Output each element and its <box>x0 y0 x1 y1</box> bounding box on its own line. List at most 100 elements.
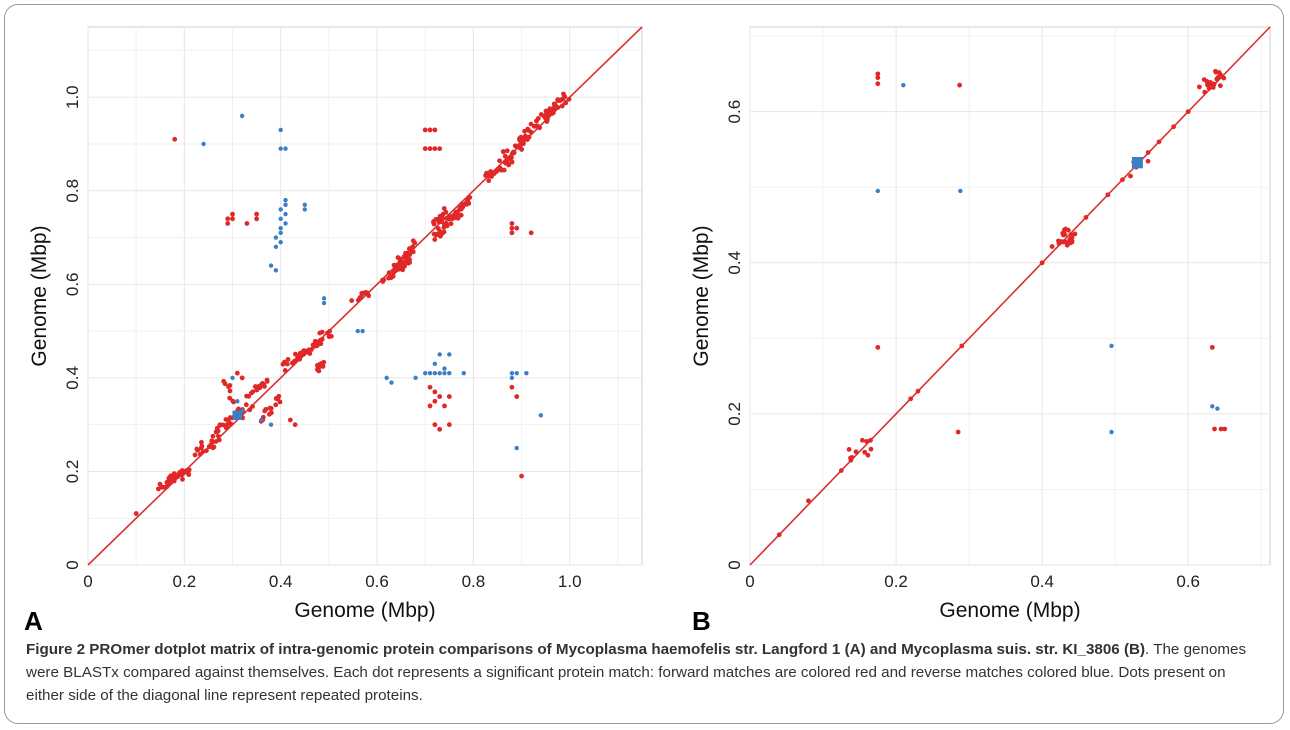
reverse-match-dot <box>283 197 288 203</box>
forward-match-dot <box>164 484 170 490</box>
forward-match-dot <box>284 361 290 367</box>
forward-match-dot <box>1206 85 1212 91</box>
forward-match-dot <box>448 221 454 227</box>
forward-match-dot <box>285 357 291 362</box>
forward-match-dot <box>776 532 782 538</box>
caption-text: . The genomes were BLASTx compared again… <box>26 641 1247 704</box>
forward-match-dot <box>228 421 234 427</box>
reverse-match-dot <box>901 82 906 88</box>
forward-match-dot <box>422 146 428 152</box>
forward-match-dot <box>1185 109 1191 115</box>
forward-match-dot <box>1196 84 1202 90</box>
forward-match-dot <box>511 150 517 156</box>
forward-match-dot <box>561 91 566 97</box>
forward-match-dot <box>217 423 223 429</box>
forward-match-dot <box>1083 215 1089 220</box>
forward-match-dot <box>427 384 433 390</box>
forward-match-dot <box>287 417 293 423</box>
forward-match-dot <box>908 396 914 402</box>
forward-match-dot <box>435 226 441 231</box>
reverse-match-block <box>232 410 243 420</box>
reverse-match-dot <box>461 370 466 376</box>
forward-match-dot <box>1060 239 1066 245</box>
forward-match-dot <box>186 467 192 473</box>
forward-match-dot <box>358 295 364 300</box>
forward-match-dot <box>297 356 303 362</box>
forward-match-dot <box>509 221 515 226</box>
dotplot-panel-b: 00 0.2 0.2 0.4 0.4 0.6 0.6 Genome (Mbp) Genome (… <box>690 26 1271 622</box>
forward-match-dot <box>225 216 231 222</box>
forward-match-dot <box>875 71 881 77</box>
forward-match-dot <box>1217 83 1223 89</box>
forward-match-dot <box>394 262 400 268</box>
forward-match-dot <box>1209 344 1215 350</box>
forward-match-dot <box>273 402 279 408</box>
forward-match-dot <box>497 158 502 164</box>
dotplot-panel-a: 00 0.2 0.2 0.4 0.4 0.6 0.6 0.8 0.8 1.0 1.0 Genome (… <box>28 26 643 622</box>
forward-match-dot <box>412 240 418 246</box>
forward-match-dot <box>535 123 541 129</box>
reverse-match-dot <box>302 202 307 207</box>
forward-match-dot <box>266 411 272 417</box>
forward-match-dot <box>864 439 869 444</box>
reverse-match-dot <box>413 375 418 381</box>
forward-match-dot <box>427 127 433 133</box>
x-tick-label: 0.6 <box>1176 572 1200 591</box>
forward-match-dot <box>264 377 270 383</box>
forward-match-dot <box>1069 235 1075 241</box>
forward-match-dot <box>552 102 558 108</box>
forward-match-dot <box>862 449 868 455</box>
forward-match-dot <box>1060 230 1066 236</box>
y-tick-label: 0 <box>725 560 744 569</box>
forward-match-dot <box>319 336 325 342</box>
forward-match-dot <box>486 178 492 184</box>
forward-match-dot <box>380 279 386 284</box>
x-tick-label: 0 <box>745 572 754 591</box>
forward-match-dot <box>432 237 438 242</box>
reverse-match-dot <box>283 221 288 226</box>
forward-match-dot <box>208 442 214 448</box>
forward-match-dot <box>309 347 314 352</box>
forward-match-dot <box>541 113 547 119</box>
forward-match-dot <box>247 407 253 413</box>
forward-match-dot <box>915 388 921 394</box>
reverse-match-dot <box>278 230 283 236</box>
forward-match-dot <box>528 121 534 127</box>
reverse-match-dot <box>273 235 279 240</box>
reverse-match-dot <box>273 244 279 250</box>
forward-match-dot <box>327 328 333 334</box>
forward-match-dot <box>1214 76 1220 82</box>
reverse-match-dot <box>514 445 519 451</box>
reverse-match-dot <box>524 370 529 376</box>
reverse-match-dot <box>360 328 365 334</box>
forward-match-dot <box>437 146 443 152</box>
reverse-match-dot <box>239 113 245 119</box>
forward-match-dot <box>397 256 403 262</box>
forward-match-dot <box>559 103 565 109</box>
forward-match-dot <box>519 147 525 152</box>
forward-match-dot <box>1202 89 1208 95</box>
forward-match-dot <box>215 428 221 434</box>
forward-match-dot <box>509 225 515 231</box>
forward-match-dot <box>1201 77 1207 82</box>
forward-match-dot <box>204 448 209 454</box>
forward-match-dot <box>1207 81 1213 87</box>
forward-match-dot <box>434 231 439 237</box>
forward-match-dot <box>509 384 515 390</box>
forward-match-dot <box>456 213 462 219</box>
forward-match-dot <box>224 423 230 429</box>
reverse-match-dot <box>958 188 963 194</box>
forward-match-dot <box>366 293 372 299</box>
y-tick-label: 0.2 <box>63 460 82 484</box>
reverse-match-dot <box>268 263 274 268</box>
forward-match-dot <box>155 486 161 492</box>
forward-match-dot <box>806 498 811 504</box>
reverse-match-dot <box>437 352 442 357</box>
forward-match-dot <box>432 127 438 133</box>
forward-match-dot <box>254 387 260 393</box>
reverse-match-dot <box>1109 343 1114 349</box>
reverse-match-dot <box>278 225 283 231</box>
reverse-match-dot <box>259 417 264 423</box>
forward-match-dot <box>514 225 520 231</box>
reverse-match-dot <box>283 202 288 207</box>
